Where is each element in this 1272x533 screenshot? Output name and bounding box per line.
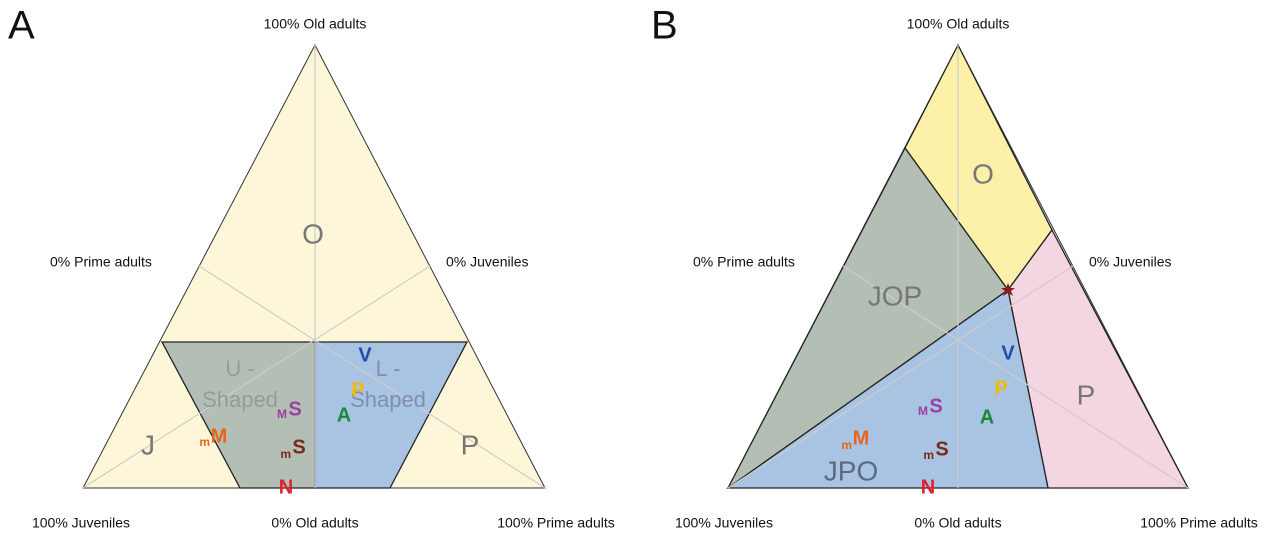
axis-label: 0% Juveniles: [446, 254, 529, 270]
axis-label: 100% Prime adults: [1140, 515, 1258, 531]
region-label: JOP: [868, 280, 922, 311]
point-label: V: [358, 344, 372, 366]
axis-label: 0% Old adults: [271, 515, 358, 531]
axis-label: 100% Old adults: [264, 16, 367, 32]
region-label: O: [302, 218, 324, 249]
region-label: J: [141, 429, 155, 460]
region-label: P: [1077, 379, 1096, 410]
axis-label: 100% Prime adults: [497, 515, 615, 531]
point-label: A: [337, 404, 351, 426]
axis-label: 100% Juveniles: [675, 515, 773, 531]
axis-label: 100% Juveniles: [32, 515, 130, 531]
star-marker: [1001, 283, 1015, 296]
point-sub: m: [280, 447, 291, 461]
panel-b: B 100% Old adults 0% Prime adults 0% Juv…: [651, 4, 1258, 531]
median: [82, 265, 431, 489]
point-label: P: [994, 377, 1007, 399]
axis-label: 100% Old adults: [907, 16, 1010, 32]
point-sub: M: [277, 407, 287, 421]
point-label: S: [292, 436, 305, 458]
median: [198, 265, 546, 489]
region-label: L -: [376, 356, 401, 381]
point-label: M: [853, 427, 870, 449]
panel-label: A: [8, 4, 35, 48]
point-label: S: [935, 438, 948, 460]
point-label: N: [279, 476, 293, 498]
axis-label: 0% Juveniles: [1089, 254, 1172, 270]
jpo-region: [725, 288, 1049, 489]
region-label: O: [972, 158, 994, 189]
panel-a: A 100% Old adults 0% Prime adults 0% Juv…: [8, 4, 615, 531]
point-sub: m: [841, 438, 852, 452]
point-label: A: [980, 406, 994, 428]
median: [727, 265, 1074, 489]
point-sub: M: [918, 404, 928, 418]
point-label: S: [288, 398, 301, 420]
point-sub: m: [199, 435, 210, 449]
point-label: P: [351, 379, 364, 401]
axis-label: 0% Old adults: [914, 515, 1001, 531]
median: [842, 265, 1189, 489]
point-label: V: [1001, 342, 1015, 364]
point-sub: m: [923, 448, 934, 462]
region-label: Shaped: [350, 387, 426, 412]
point-label: S: [929, 395, 942, 417]
region-label: JPO: [824, 455, 878, 486]
axis-label: 0% Prime adults: [693, 254, 795, 270]
region-label: P: [461, 429, 480, 460]
panel-label: B: [651, 4, 678, 48]
point-label: N: [921, 476, 935, 498]
axis-label: 0% Prime adults: [50, 254, 152, 270]
region-label: U -: [225, 356, 254, 381]
region-label: Shaped: [202, 387, 278, 412]
point-label: M: [211, 425, 228, 447]
